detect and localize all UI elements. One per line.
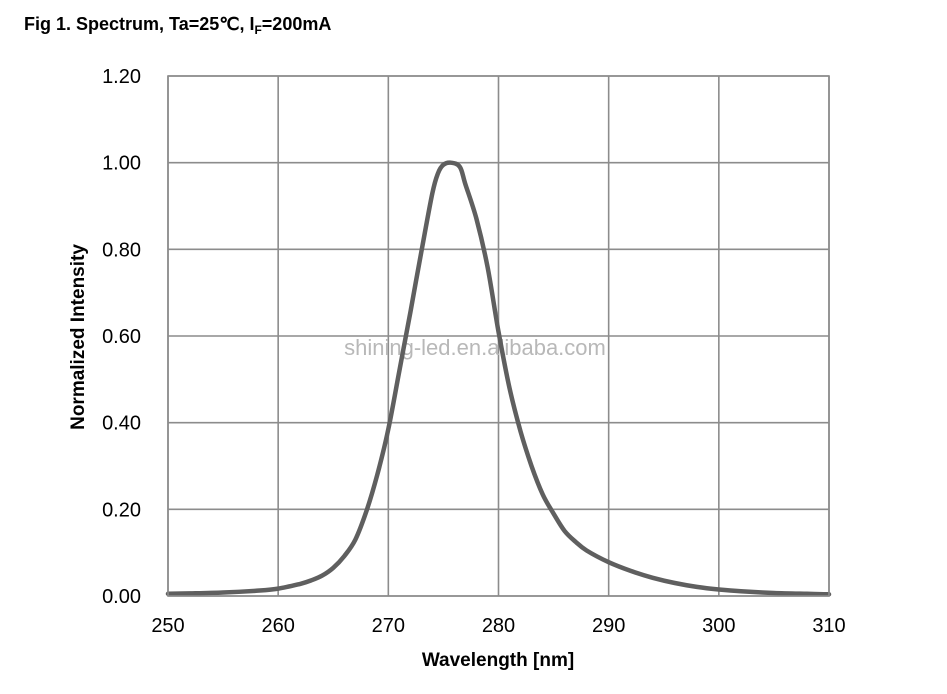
y-tick-label: 0.60 (102, 326, 141, 348)
chart-title-suffix: =200mA (261, 14, 332, 34)
y-tick-label: 0.00 (102, 586, 141, 608)
y-axis-ticks: 0.00 0.20 0.40 0.60 0.80 1.00 1.20 (102, 66, 141, 608)
x-axis-label: Wavelength [nm] (422, 650, 574, 671)
plot-frame (167, 75, 830, 597)
watermark-text: shining-led.en.alibaba.com (344, 335, 606, 360)
spectrum-curve (165, 160, 832, 597)
x-tick-label: 300 (702, 615, 735, 637)
chart-title: Fig 1. Spectrum, Ta=25℃, IF=200mA (24, 14, 331, 37)
y-tick-label: 1.00 (102, 153, 141, 175)
y-tick-label: 1.20 (102, 66, 141, 88)
x-tick-label: 250 (151, 615, 184, 637)
x-tick-label: 260 (261, 615, 294, 637)
x-axis-ticks: 250 260 270 280 290 300 310 (151, 615, 845, 637)
chart-title-prefix: Fig 1. Spectrum, Ta=25℃, I (24, 14, 255, 34)
x-tick-label: 270 (372, 615, 405, 637)
x-tick-label: 280 (482, 615, 515, 637)
y-tick-label: 0.20 (102, 499, 141, 521)
x-tick-label: 310 (812, 615, 845, 637)
x-tick-label: 290 (592, 615, 625, 637)
y-tick-label: 0.40 (102, 413, 141, 435)
y-tick-label: 0.80 (102, 239, 141, 261)
chart-title-subscript: F (254, 23, 262, 37)
y-axis-label: Normalized Intensity (68, 244, 89, 430)
